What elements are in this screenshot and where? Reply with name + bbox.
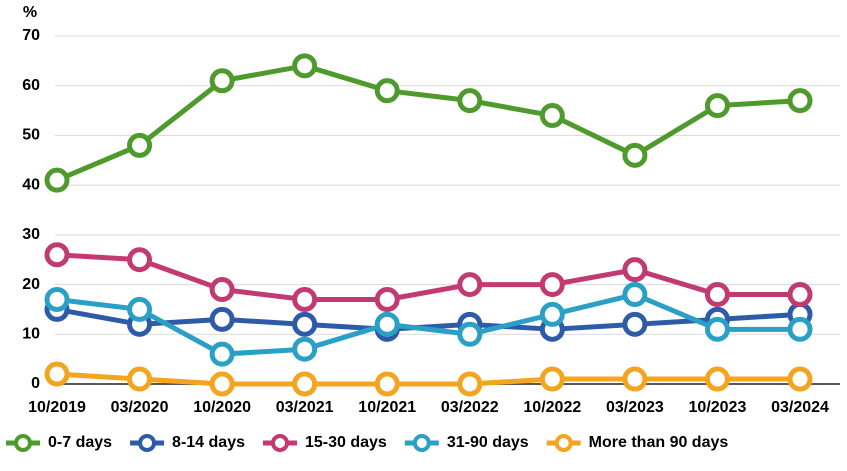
x-tick-label: 03/2023 bbox=[606, 399, 664, 416]
y-tick-label: 20 bbox=[22, 276, 40, 293]
legend-marker bbox=[270, 434, 289, 452]
legend-marker bbox=[138, 434, 157, 452]
data-point bbox=[787, 282, 813, 308]
data-point bbox=[374, 311, 400, 337]
y-axis-label: % bbox=[23, 4, 37, 21]
x-tick-label: 03/2022 bbox=[441, 399, 499, 416]
legend-label: 15-30 days bbox=[305, 434, 387, 451]
series bbox=[44, 53, 813, 193]
data-point bbox=[539, 366, 565, 392]
data-point bbox=[787, 88, 813, 114]
data-point bbox=[539, 272, 565, 298]
data-point bbox=[44, 242, 70, 268]
y-tick-label: 30 bbox=[22, 226, 40, 243]
data-point bbox=[209, 371, 235, 397]
legend-label: More than 90 days bbox=[589, 434, 729, 451]
data-point bbox=[292, 286, 318, 312]
data-point bbox=[127, 296, 153, 322]
series bbox=[44, 361, 813, 397]
data-point bbox=[539, 103, 565, 129]
legend-item: 15-30 days bbox=[262, 434, 387, 452]
legend-marker bbox=[412, 434, 431, 452]
legend-label: 0-7 days bbox=[48, 434, 112, 451]
data-point bbox=[374, 371, 400, 397]
data-point bbox=[127, 132, 153, 158]
data-point bbox=[44, 361, 70, 387]
data-point bbox=[787, 316, 813, 342]
legend-label: 31-90 days bbox=[447, 434, 529, 451]
data-point bbox=[457, 321, 483, 347]
x-tick-label: 10/2022 bbox=[523, 399, 581, 416]
series-line bbox=[56, 292, 800, 357]
legend-item: 0-7 days bbox=[6, 434, 112, 452]
legend-marker bbox=[554, 434, 573, 452]
y-tick-label: 50 bbox=[22, 127, 40, 144]
data-point bbox=[209, 341, 235, 367]
data-point bbox=[292, 53, 318, 79]
data-point bbox=[44, 167, 70, 193]
data-point bbox=[44, 286, 70, 312]
data-point bbox=[704, 282, 730, 308]
legend-item: More than 90 days bbox=[546, 434, 729, 452]
data-point bbox=[374, 78, 400, 104]
data-point bbox=[292, 311, 318, 337]
legend-item: 31-90 days bbox=[404, 434, 529, 452]
y-tick-label: 60 bbox=[22, 77, 40, 94]
data-point bbox=[209, 68, 235, 94]
data-point bbox=[457, 272, 483, 298]
x-tick-label: 10/2021 bbox=[358, 399, 416, 416]
data-point bbox=[622, 282, 648, 308]
data-point bbox=[787, 366, 813, 392]
data-point bbox=[704, 366, 730, 392]
x-tick-label: 03/2020 bbox=[111, 399, 169, 416]
y-tick-label: 40 bbox=[22, 176, 40, 193]
data-point bbox=[457, 371, 483, 397]
data-point bbox=[457, 88, 483, 114]
data-point bbox=[539, 301, 565, 327]
x-tick-label: 10/2023 bbox=[689, 399, 747, 416]
x-tick-label: 03/2021 bbox=[276, 399, 334, 416]
data-point bbox=[292, 371, 318, 397]
data-point bbox=[622, 257, 648, 283]
legend-label: 8-14 days bbox=[172, 434, 245, 451]
y-tick-label: 10 bbox=[22, 326, 40, 343]
x-tick-label: 10/2019 bbox=[28, 399, 86, 416]
data-point bbox=[127, 366, 153, 392]
series bbox=[44, 242, 813, 312]
data-point bbox=[209, 277, 235, 303]
series-line bbox=[56, 63, 801, 183]
series-line bbox=[56, 252, 800, 302]
series bbox=[44, 282, 813, 367]
data-point bbox=[209, 306, 235, 332]
data-point bbox=[622, 142, 648, 168]
y-tick-label: 0 bbox=[31, 375, 40, 392]
legend-marker bbox=[14, 434, 32, 452]
legend-item: 8-14 days bbox=[130, 434, 245, 452]
data-point bbox=[292, 336, 318, 362]
data-point bbox=[622, 366, 648, 392]
data-point bbox=[704, 316, 730, 342]
data-point bbox=[622, 311, 648, 337]
data-point bbox=[127, 247, 153, 273]
series-line bbox=[56, 371, 800, 387]
data-point bbox=[704, 93, 730, 119]
x-tick-label: 03/2024 bbox=[771, 399, 829, 416]
x-tick-label: 10/2020 bbox=[193, 399, 251, 416]
data-point bbox=[374, 286, 400, 312]
y-tick-label: 70 bbox=[22, 27, 40, 44]
